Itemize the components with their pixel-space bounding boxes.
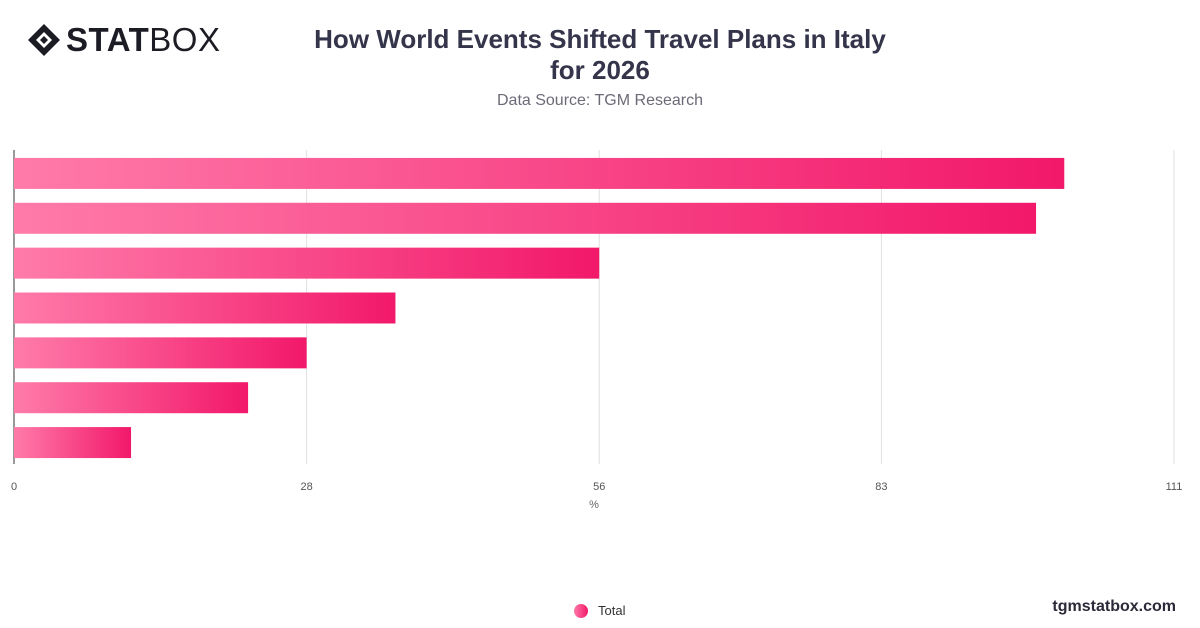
logo-text-light: BOX	[149, 21, 221, 58]
x-axis-ticks: 0 28 56 83 111	[11, 481, 1182, 493]
bar[interactable]	[14, 427, 132, 459]
x-tick-label: 0	[11, 481, 17, 493]
bar[interactable]	[14, 202, 1037, 234]
chart-title: How World Events Shifted Travel Plans in…	[314, 24, 886, 85]
x-tick-label: 111	[1166, 481, 1183, 493]
bar[interactable]	[14, 337, 307, 369]
x-tick-label: 56	[593, 481, 605, 493]
bars	[14, 157, 1065, 459]
chart-subtitle: Data Source: TGM Research	[496, 92, 703, 109]
legend-label: Total	[598, 603, 626, 618]
bar[interactable]	[14, 292, 396, 324]
legend[interactable]: Total	[574, 603, 625, 618]
statbox-logo: STATBOX	[26, 22, 220, 58]
logo-text-bold: STAT	[66, 21, 150, 58]
x-axis-title: %	[589, 499, 599, 511]
x-tick-label: 28	[300, 481, 312, 493]
legend-marker	[574, 603, 588, 618]
bar[interactable]	[14, 157, 1065, 189]
bar[interactable]	[14, 382, 249, 414]
bar-chart: 0 28 56 83 111 %	[11, 150, 1182, 511]
statbox-logo-icon	[28, 24, 60, 56]
bar[interactable]	[14, 247, 600, 279]
x-tick-label: 83	[875, 481, 887, 493]
footer-brand: tgmstatbox.com	[1052, 598, 1176, 615]
